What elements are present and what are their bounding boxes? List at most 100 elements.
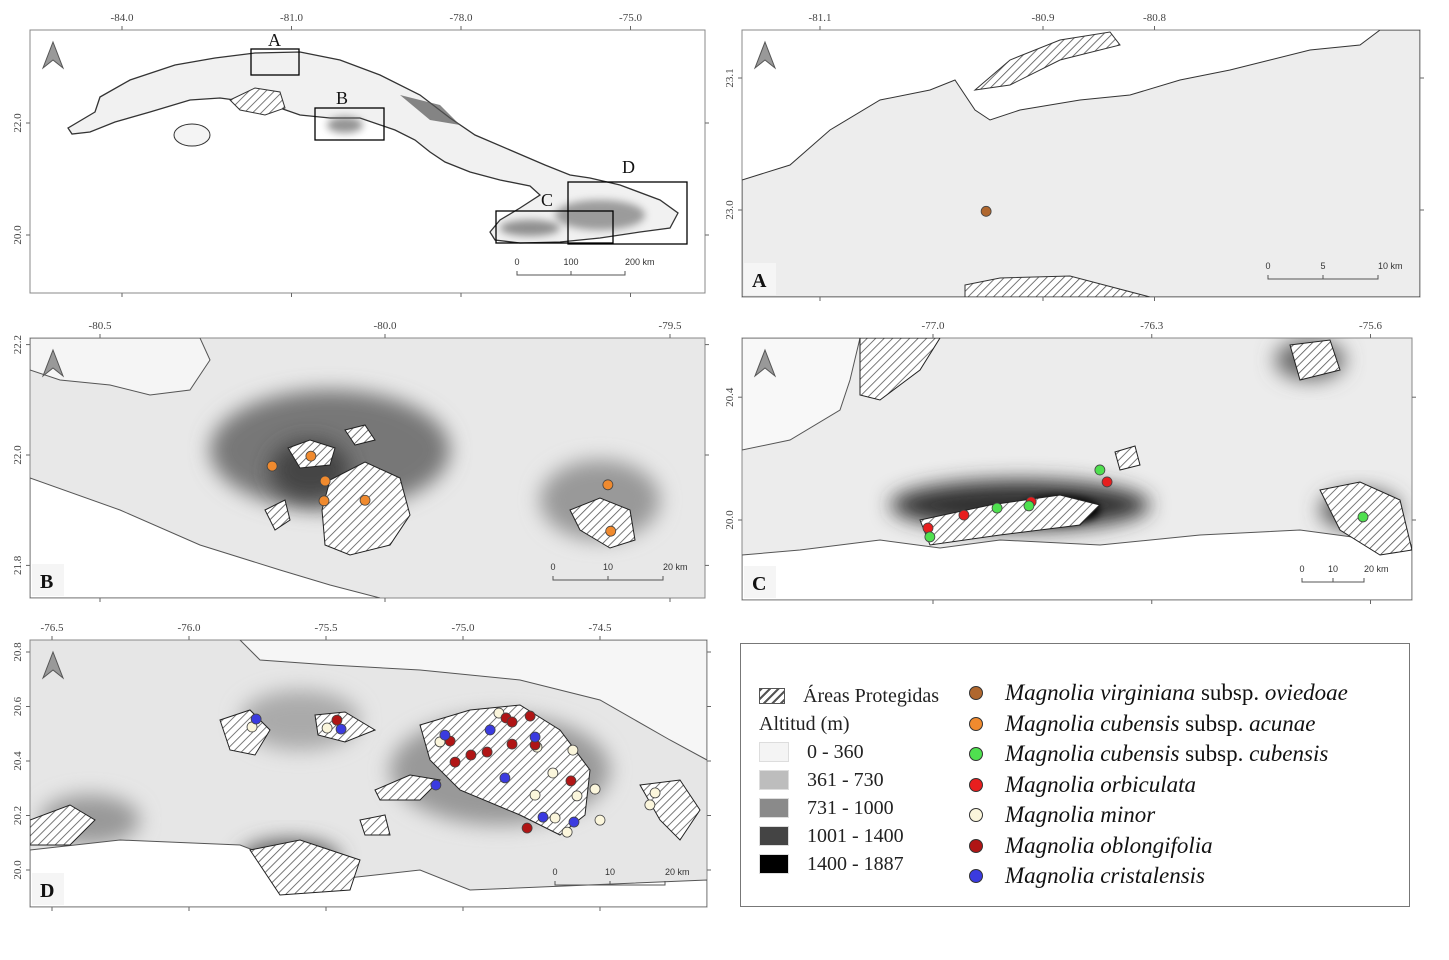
scale-bar xyxy=(1301,578,1365,583)
species-name: Magnolia xyxy=(1005,802,1095,828)
occurrence-point xyxy=(529,789,541,801)
species-epithet: cubensis xyxy=(1100,741,1180,767)
lat-tick-label: 22.2 xyxy=(12,335,24,354)
occurrence-point xyxy=(305,450,317,462)
protected-area xyxy=(973,31,1121,91)
inset-label-b: B xyxy=(336,88,348,108)
panel-label: C xyxy=(752,573,766,595)
panel-label-bg xyxy=(32,564,64,596)
panel-a-map: -81.1 -80.9 -80.8 23.1 23.0 0 5 10 km A xyxy=(724,12,1424,301)
occurrence-point xyxy=(571,790,583,802)
legend-species: Magnolia cubensis subsp. cubensis xyxy=(969,739,1348,770)
lon-tick-label: -75.0 xyxy=(452,622,475,634)
lat-tick-label: 20.6 xyxy=(12,696,24,716)
species-marker-icon xyxy=(969,838,983,853)
species-epithet: orbiculata xyxy=(1100,771,1197,797)
lat-tick-label: 22.0 xyxy=(12,113,24,133)
occurrence-point xyxy=(649,787,661,799)
lon-tick-label: -81.1 xyxy=(809,12,832,24)
altitude-class-label: 0 - 360 xyxy=(807,740,864,763)
altitude-class-label: 1400 - 1887 xyxy=(807,852,904,875)
species-marker-icon xyxy=(969,686,983,701)
scale-label: 10 xyxy=(1328,564,1338,574)
lat-tick-label: 20.4 xyxy=(724,387,736,407)
scale-bar xyxy=(554,881,666,886)
occurrence-point xyxy=(449,756,461,768)
scale-label: 0 xyxy=(1265,261,1270,271)
occurrence-point xyxy=(1023,500,1035,512)
species-marker-icon xyxy=(969,869,983,884)
lat-tick-label: 21.8 xyxy=(12,555,24,575)
species-infra: oviedoae xyxy=(1264,680,1348,706)
protected-area xyxy=(344,424,376,446)
species-marker-icon xyxy=(969,716,983,731)
scale-label: 10 xyxy=(605,867,615,877)
panel-label: B xyxy=(40,571,53,593)
protected-area xyxy=(400,95,460,125)
occurrence-point xyxy=(561,826,573,838)
inset-boxes xyxy=(250,48,688,245)
occurrence-point xyxy=(549,812,561,824)
occurrence-point xyxy=(1357,511,1369,523)
scale-label: 0 xyxy=(552,867,557,877)
lon-tick-label: -76.0 xyxy=(178,622,201,634)
occurrence-point xyxy=(1101,476,1113,488)
north-arrow-icon xyxy=(41,40,65,70)
occurrence-point xyxy=(506,716,518,728)
inset-label-c: C xyxy=(541,190,553,210)
occurrence-point xyxy=(335,723,347,735)
lon-tick-label: -76.3 xyxy=(1140,320,1163,332)
scale-label: 20 km xyxy=(1364,564,1389,574)
protected-area xyxy=(374,774,442,801)
occurrence-point xyxy=(980,205,992,217)
inset-label-d: D xyxy=(622,157,635,177)
protected-area xyxy=(859,338,941,401)
occurrence-point xyxy=(605,525,617,537)
lon-tick-label: -76.5 xyxy=(41,622,64,634)
lon-tick-label: -74.5 xyxy=(589,622,612,634)
inset-label-a: A xyxy=(268,30,281,50)
legend-species: Magnolia virginiana subsp. oviedoae xyxy=(969,678,1348,709)
panel-label-bg xyxy=(744,566,776,598)
occurrence-point xyxy=(430,779,442,791)
scale-label: 0 xyxy=(1299,564,1304,574)
legend-altitude-class: 1001 - 1400 xyxy=(759,822,939,850)
species-marker-icon xyxy=(969,808,983,823)
legend-altitude-class: 361 - 730 xyxy=(759,766,939,794)
occurrence-point xyxy=(644,799,656,811)
occurrence-point xyxy=(524,710,536,722)
panel-b-map: -80.5 -80.0 -79.5 22.2 22.0 21.8 0 10 20 km B xyxy=(12,320,709,602)
occurrence-point xyxy=(1094,464,1106,476)
species-name: Magnolia xyxy=(1005,771,1095,797)
occurrence-point xyxy=(594,814,606,826)
species-infra: cubensis xyxy=(1249,741,1329,767)
occurrence-point xyxy=(567,744,579,756)
protected-area xyxy=(359,814,391,836)
legend-altitude-class: 731 - 1000 xyxy=(759,794,939,822)
occurrence-point xyxy=(602,479,614,491)
sea xyxy=(742,529,1412,600)
lat-tick-label: 23.0 xyxy=(724,200,736,220)
occurrence-point xyxy=(331,714,343,726)
isla-juventud xyxy=(173,123,211,147)
lat-tick-label: 20.2 xyxy=(12,806,24,825)
altitude-class-label: 731 - 1000 xyxy=(807,796,894,819)
occurrence-point xyxy=(506,738,518,750)
lon-tick-label: -78.0 xyxy=(450,12,473,24)
north-arrow-icon xyxy=(41,650,65,680)
species-rank: subsp. xyxy=(1200,680,1260,706)
hatch-swatch xyxy=(759,688,785,704)
sea xyxy=(239,640,707,761)
species-marker-icon xyxy=(969,747,983,762)
protected-area xyxy=(569,497,636,549)
occurrence-point xyxy=(991,502,1003,514)
occurrence-point xyxy=(250,713,262,725)
scale-label: 5 xyxy=(1320,261,1325,271)
lon-tick-label: -80.0 xyxy=(374,320,397,332)
species-epithet: cristalensis xyxy=(1100,863,1205,889)
occurrence-point xyxy=(565,775,577,787)
protected-areas-label: Áreas Protegidas xyxy=(803,684,940,707)
species-rank: subsp. xyxy=(1185,741,1244,767)
species-name: Magnolia xyxy=(1005,832,1095,858)
